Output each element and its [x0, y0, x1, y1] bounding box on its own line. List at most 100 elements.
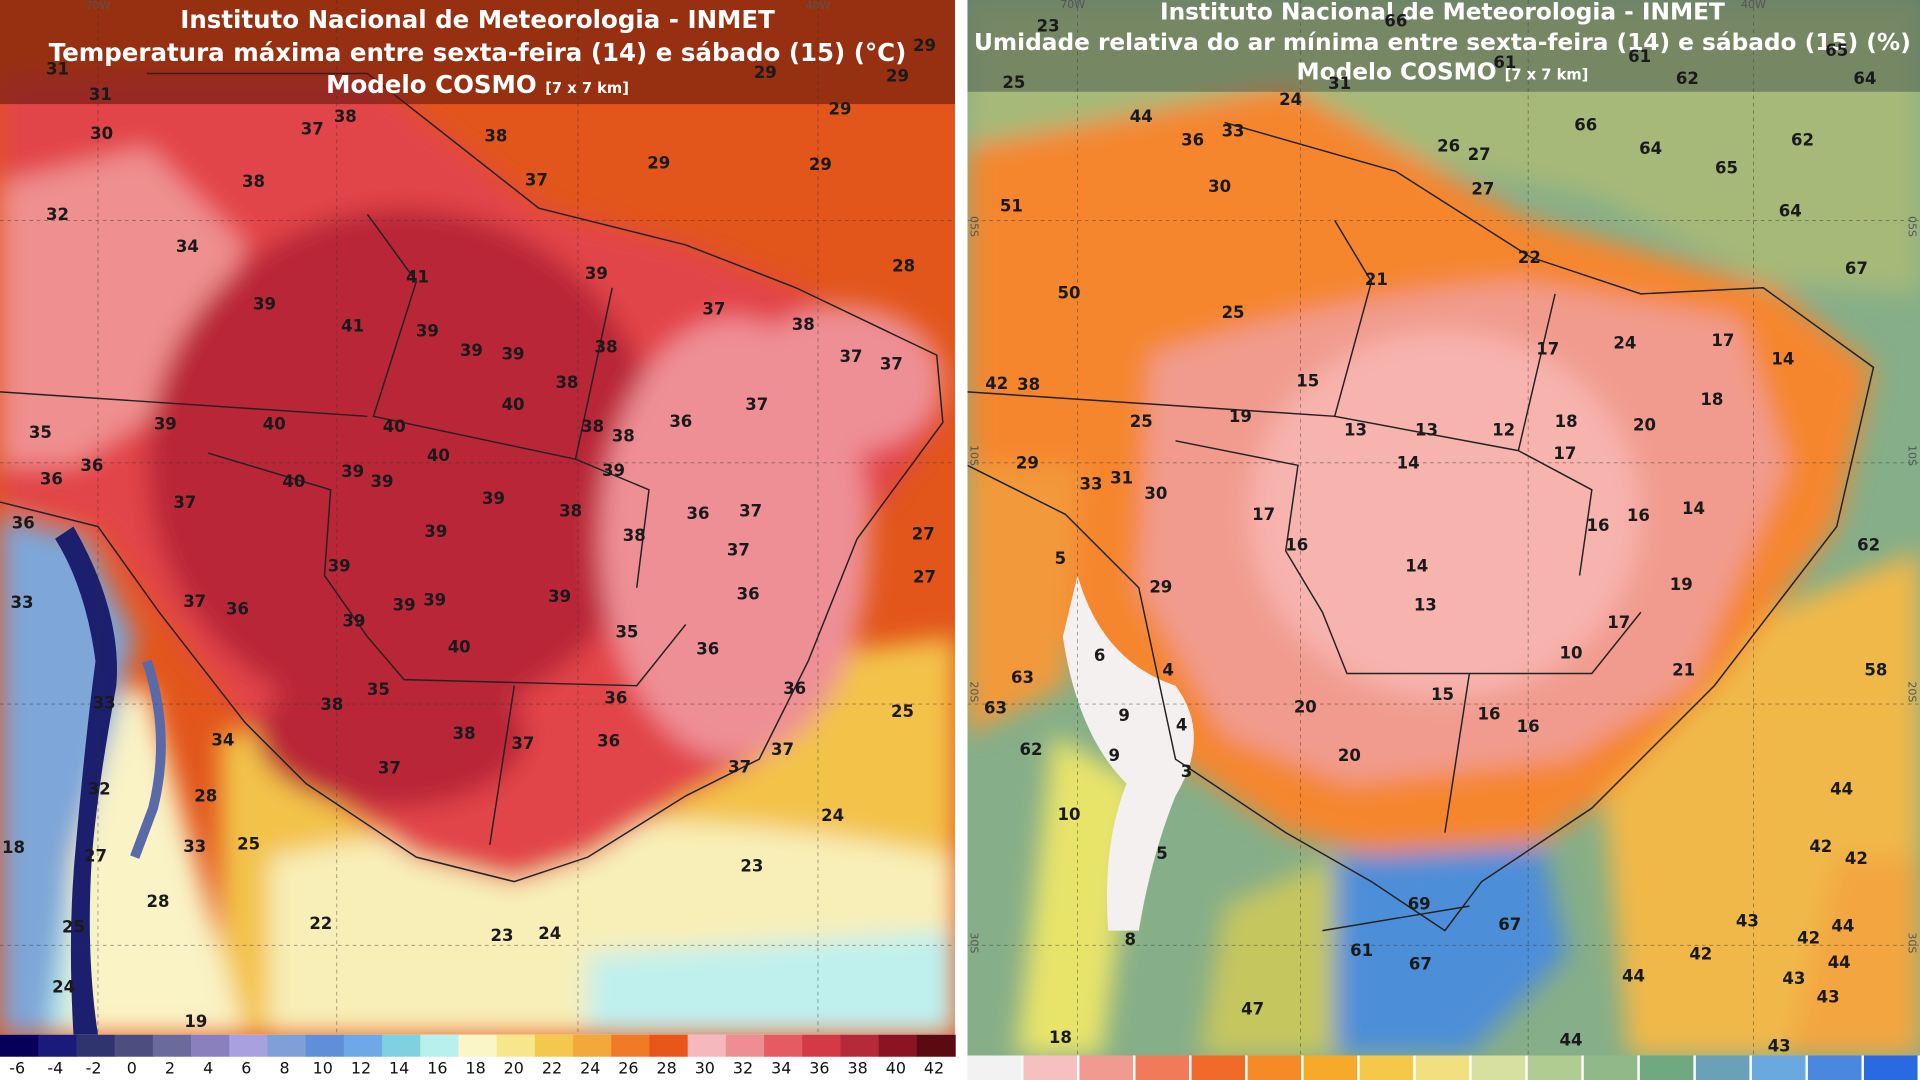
map-value-label: 44 [1130, 107, 1153, 126]
map-value-label: 37 [745, 395, 768, 414]
map-value-label: 6 [1094, 646, 1106, 665]
colorbar-swatch [534, 1034, 574, 1057]
map-value-label: 58 [1864, 661, 1887, 680]
colorbar-swatch [764, 1034, 803, 1057]
map-value-label: 29 [1149, 577, 1172, 596]
map-value-label: 27 [84, 847, 107, 866]
map-value-label: 31 [1110, 468, 1133, 487]
map-value-label: 4 [1176, 716, 1188, 735]
colorbar-tick-label: -2 [86, 1058, 102, 1077]
axis-label: 05S [967, 216, 980, 237]
axis-label: 10S [967, 445, 980, 466]
map-value-label: 33 [93, 694, 116, 713]
map-value-label: 36 [80, 456, 103, 475]
colorbar-tick-label: 0 [127, 1058, 137, 1077]
map-value-label: 37 [771, 740, 794, 759]
axis-label: 10S [1905, 445, 1918, 466]
map-value-label: 5 [1156, 844, 1168, 863]
map-value-label: 38 [242, 172, 265, 191]
map-value-label: 25 [1130, 412, 1153, 431]
colorbar-swatch [1863, 1055, 1918, 1080]
map-value-label: 62 [1857, 536, 1880, 555]
map-value-label: 40 [282, 472, 305, 491]
map-title: Umidade relativa do ar mínima entre sext… [974, 29, 1911, 56]
map-value-label: 44 [1828, 953, 1851, 972]
colorbar-swatch [191, 1034, 230, 1057]
map-value-label: 31 [46, 59, 69, 78]
map-value-label: 30 [1208, 177, 1231, 196]
map-value-label: 39 [328, 556, 351, 575]
map-value-label: 24 [1279, 90, 1302, 109]
map-value-label: 29 [1016, 454, 1039, 473]
map-value-label: 38 [484, 127, 507, 146]
map-value-label: 34 [211, 730, 234, 749]
map-value-label: 37 [739, 501, 762, 520]
map-value-label: 62 [1676, 69, 1699, 88]
map-value-label: 17 [1553, 444, 1576, 463]
map-value-label: 37 [525, 171, 548, 190]
map-value-label: 17 [1536, 340, 1559, 359]
map-value-label: 36 [686, 504, 709, 523]
map-value-label: 28 [892, 256, 915, 275]
map-value-label: 32 [88, 779, 111, 798]
map-value-label: 41 [406, 267, 429, 286]
colorbar-swatch [305, 1034, 345, 1057]
colorbar-tick-label: 14 [389, 1058, 409, 1077]
map-value-label: 39 [423, 591, 446, 610]
map-value-label: 50 [1057, 283, 1080, 302]
colorbar-tick-label: 24 [580, 1058, 600, 1077]
axis-label: 40W [1741, 0, 1766, 11]
colorbar-swatch [878, 1034, 918, 1057]
colorbar-swatch [1023, 1055, 1077, 1080]
map-value-label: 24 [821, 806, 844, 825]
map-value-label: 47 [1241, 1000, 1264, 1019]
map-value-label: 37 [301, 119, 324, 138]
map-value-label: 38 [555, 373, 578, 392]
map-value-label: 63 [1011, 668, 1034, 687]
map-value-label: 14 [1397, 454, 1420, 473]
map-value-label: 25 [62, 918, 85, 937]
map-value-label: 30 [90, 124, 113, 143]
map-value-label: 16 [1586, 516, 1609, 535]
map-value-label: 29 [913, 36, 936, 55]
map-value-label: 39 [424, 522, 447, 541]
colorbar-swatch [458, 1034, 498, 1057]
map-value-label: 20 [1633, 416, 1656, 435]
colorbar-swatch [114, 1034, 154, 1057]
map-value-label: 61 [1493, 53, 1516, 72]
map-value-label: 44 [1560, 1030, 1583, 1049]
axis-label: 20S [967, 681, 980, 702]
colorbar-tick-label: 10 [313, 1058, 333, 1077]
map-value-label: 38 [334, 107, 357, 126]
map-value-label: 44 [1830, 779, 1853, 798]
map-value-label: 18 [1049, 1028, 1072, 1047]
map-value-label: 67 [1845, 259, 1868, 278]
map-value-label: 18 [1700, 390, 1723, 409]
map-value-label: 13 [1344, 421, 1367, 440]
map-value-label: 20 [1338, 746, 1361, 765]
colorbar-tick-label: 8 [280, 1058, 290, 1077]
map-value-label: 36 [40, 470, 63, 489]
map-value-label: 24 [1613, 334, 1636, 353]
map-value-label: 64 [1639, 139, 1662, 158]
map-value-label: 40 [383, 417, 406, 436]
map-value-label: 23 [1037, 16, 1060, 35]
map-value-label: 39 [393, 596, 416, 615]
map-value-label: 27 [912, 525, 935, 544]
map-value-label: 39 [253, 294, 276, 313]
map-value-label: 9 [1118, 706, 1130, 725]
colorbar-swatch [267, 1034, 307, 1057]
colorbar-tick-label: -6 [9, 1058, 25, 1077]
map-value-label: 43 [1736, 912, 1759, 931]
colorbar-tick-label: 12 [351, 1058, 371, 1077]
map-value-label: 33 [11, 593, 34, 612]
map-value-label: 37 [880, 354, 903, 373]
map-value-label: 31 [1328, 74, 1351, 93]
map-value-label: 35 [367, 680, 390, 699]
colorbar-swatch [229, 1034, 269, 1057]
map-value-label: 20 [1294, 697, 1317, 716]
map-value-label: 25 [1222, 303, 1245, 322]
map-value-label: 41 [341, 316, 364, 335]
colorbar-tick-label: 26 [618, 1058, 638, 1077]
map-title: Temperatura máxima entre sexta-feira (14… [49, 38, 907, 67]
